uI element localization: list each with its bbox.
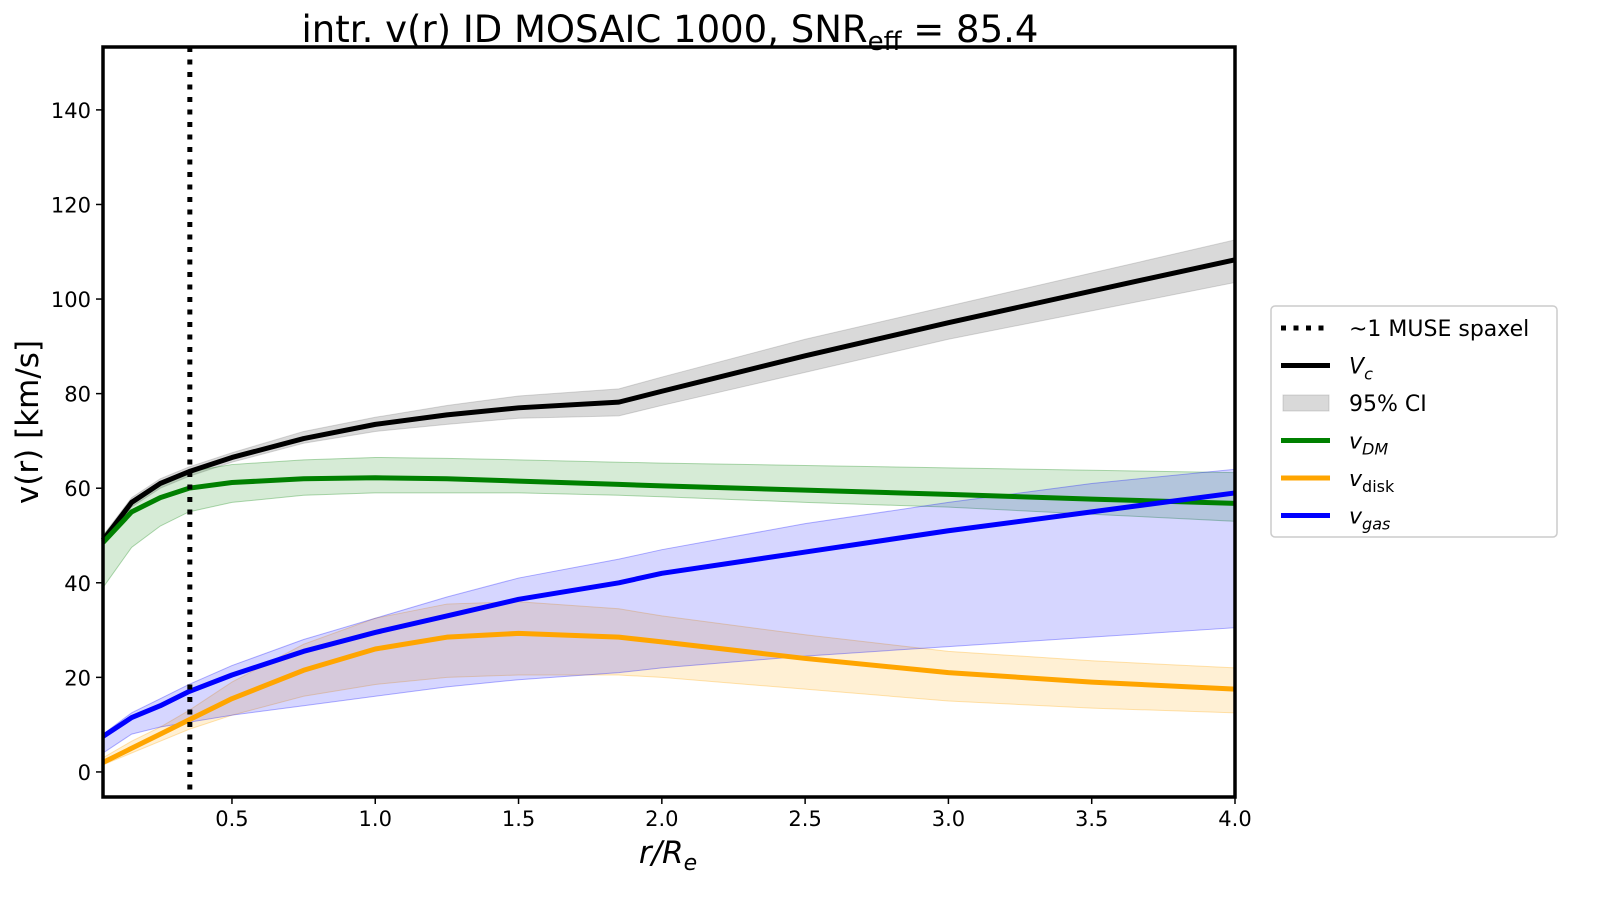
y-tick-label: 60 xyxy=(64,477,91,501)
legend-label: vdisk xyxy=(1349,467,1395,496)
x-tick-label: 4.0 xyxy=(1218,807,1251,831)
series-line-gas xyxy=(101,490,1236,739)
series-lines xyxy=(101,257,1236,765)
y-tick-label: 100 xyxy=(51,288,91,312)
y-tick-label: 20 xyxy=(64,666,91,690)
x-tick-label: 3.0 xyxy=(932,807,965,831)
y-tick-label: 120 xyxy=(51,193,91,217)
legend-ci-swatch xyxy=(1282,394,1330,412)
ci-band-gas xyxy=(102,468,1236,754)
y-tick-label: 80 xyxy=(64,383,91,407)
plot-frame xyxy=(101,45,1237,799)
x-tick-label: 2.0 xyxy=(645,807,678,831)
y-tick-label: 0 xyxy=(78,761,91,785)
legend-label: vDM xyxy=(1349,430,1388,459)
x-axis-label: r/Re xyxy=(639,835,697,876)
x-tick-label: 1.0 xyxy=(359,807,392,831)
x-tick-label: 3.5 xyxy=(1075,807,1108,831)
legend-label: 95% CI xyxy=(1349,392,1427,417)
legend-label: Vc xyxy=(1349,355,1373,384)
legend-label: vgas xyxy=(1349,505,1390,534)
confidence-bands xyxy=(102,239,1236,766)
x-tick-label: 2.5 xyxy=(788,807,821,831)
x-tick-label: 1.5 xyxy=(502,807,535,831)
y-tick-label: 140 xyxy=(51,99,91,123)
series-line-disk xyxy=(101,630,1236,765)
legend-label: ~1 MUSE spaxel xyxy=(1349,317,1529,342)
y-tick-label: 40 xyxy=(64,572,91,596)
series-line-DM xyxy=(101,475,1236,545)
y-axis-ticks: 0 20 40 60 80 100 120 140 xyxy=(51,99,103,785)
legend-frame xyxy=(1270,305,1558,538)
series-line-c xyxy=(101,257,1236,542)
chart-title: intr. v(r) ID MOSAIC 1000, SNReff = 85.4 xyxy=(302,8,1039,57)
x-tick-label: 0.5 xyxy=(215,807,248,831)
legend: ~1 MUSE spaxel Vc 95% CI vDM vdisk vgas xyxy=(1270,305,1558,538)
x-axis-ticks: 0.5 1.0 1.5 2.0 2.5 3.0 3.5 4.0 xyxy=(215,797,1252,831)
y-axis-label: v(r) [km/s] xyxy=(10,340,46,504)
